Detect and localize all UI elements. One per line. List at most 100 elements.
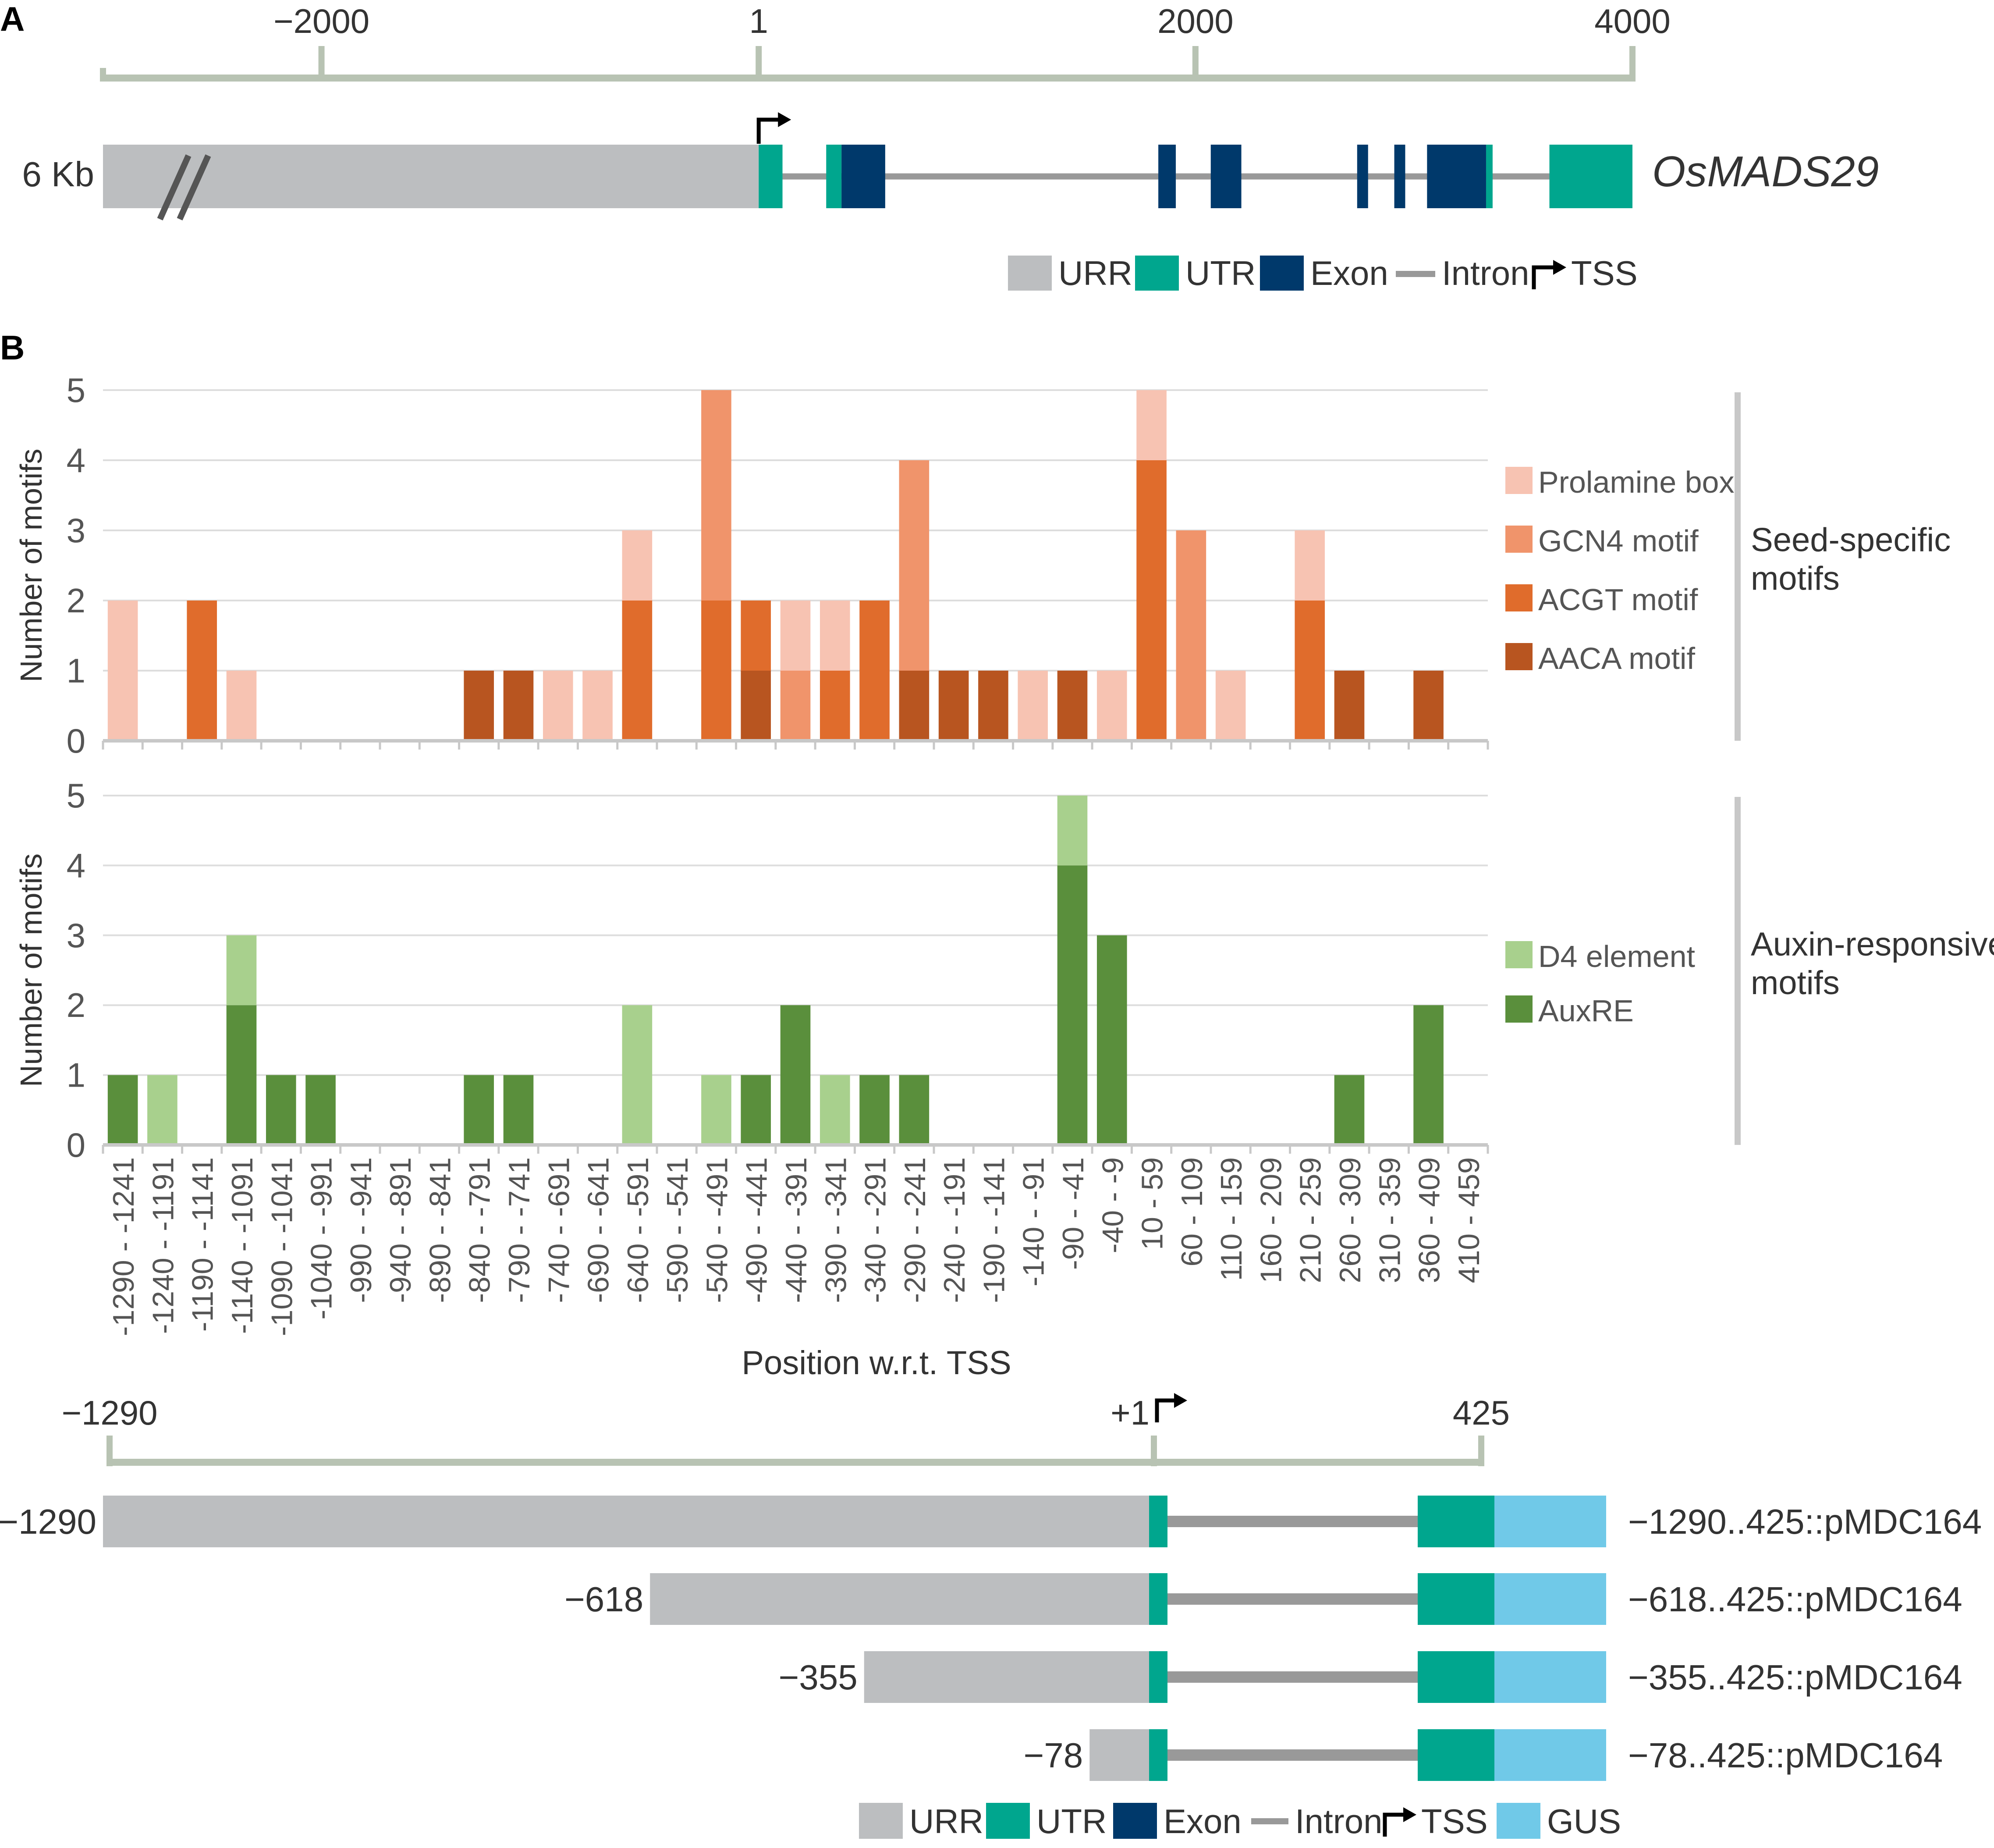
legend-label: TSS bbox=[1421, 1802, 1488, 1841]
x-tick-label: 310 - 359 bbox=[1373, 1157, 1406, 1283]
group-label: Auxin-responsive bbox=[1751, 926, 1994, 963]
urr-block bbox=[864, 1651, 1149, 1703]
x-tick-label: 360 - 409 bbox=[1413, 1157, 1446, 1283]
y-tick-label: 5 bbox=[67, 371, 85, 409]
bar-d4 bbox=[226, 935, 257, 1006]
x-tick-label: -590 - -541 bbox=[661, 1157, 694, 1303]
urr-block bbox=[103, 1496, 1149, 1547]
construct-name: −1290..425::pMDC164 bbox=[1628, 1502, 1982, 1541]
seed-specific-motif-chart: 0 1 2 3 4 5 Number of motifs Prolamine box GCN4 … bbox=[14, 371, 1951, 760]
bar-auxre bbox=[1057, 865, 1088, 1145]
x-tick-label: -40 - -9 bbox=[1096, 1157, 1129, 1253]
legend-label: TSS bbox=[1571, 254, 1638, 292]
urr-block bbox=[103, 145, 759, 208]
bar-prolamine bbox=[582, 671, 613, 741]
legend-label: Intron bbox=[1295, 1802, 1382, 1841]
y-tick-label: 0 bbox=[67, 1126, 85, 1164]
bar-acgt bbox=[701, 601, 731, 741]
y-tick-label: 1 bbox=[67, 1056, 85, 1095]
legend-swatch-auxre bbox=[1505, 995, 1533, 1023]
bar-auxre bbox=[899, 1075, 930, 1145]
bar-aaca bbox=[464, 671, 494, 741]
x-tick-label: -490 - -441 bbox=[740, 1157, 773, 1303]
legend-label: Exon bbox=[1310, 254, 1388, 292]
legend-swatch-exon bbox=[1113, 1803, 1157, 1839]
utr-block bbox=[1149, 1573, 1167, 1625]
legend-label: URR bbox=[1058, 254, 1132, 292]
y-tick-label: 5 bbox=[67, 776, 85, 815]
gene-name: OsMADS29 bbox=[1652, 147, 1879, 195]
bar-auxre bbox=[266, 1075, 296, 1145]
exon-block bbox=[1357, 145, 1368, 208]
x-tick-label: 10 - 59 bbox=[1136, 1157, 1169, 1250]
x-tick-label: -390 - -341 bbox=[819, 1157, 852, 1303]
x-tick-label: -840 - -791 bbox=[463, 1157, 497, 1303]
bar-acgt bbox=[859, 601, 890, 741]
utr-block bbox=[759, 145, 783, 208]
utr-block bbox=[1149, 1496, 1167, 1547]
bar-auxre bbox=[226, 1005, 257, 1145]
group-label: motifs bbox=[1751, 560, 1840, 597]
legend-label: AuxRE bbox=[1538, 994, 1634, 1028]
x-tick-label: -890 - -841 bbox=[423, 1157, 457, 1303]
bar-acgt bbox=[820, 671, 850, 741]
x-tick-label: 60 - 109 bbox=[1175, 1157, 1209, 1267]
utr-block bbox=[1486, 145, 1493, 208]
legend-label: GCN4 motif bbox=[1538, 524, 1699, 558]
gene-position-axis: −2000 1 2000 4000 bbox=[100, 2, 1671, 82]
position-axis-labels: -1290 - -1241 -1240 - -1191 -1190 - -1141-… bbox=[107, 1157, 1486, 1336]
x-tick-label: -1190 - -1141 bbox=[186, 1157, 220, 1332]
construct-name: −618..425::pMDC164 bbox=[1628, 1580, 1962, 1619]
construct-start-label: −618 bbox=[564, 1580, 643, 1619]
axis-tick-label: −2000 bbox=[273, 2, 369, 40]
bar-aaca bbox=[1334, 671, 1365, 741]
legend-swatch-gcn4 bbox=[1505, 526, 1533, 553]
x-tick-label: -240 - -191 bbox=[938, 1157, 971, 1303]
utr-block bbox=[1418, 1573, 1494, 1625]
construct-name: −355..425::pMDC164 bbox=[1628, 1658, 1962, 1697]
tss-arrow-stem bbox=[1155, 1398, 1176, 1422]
utr-block bbox=[1549, 145, 1632, 208]
bar-auxre bbox=[1096, 935, 1127, 1145]
construct-position-axis: −1290 +1 425 bbox=[61, 1393, 1510, 1466]
bar-auxre bbox=[780, 1005, 811, 1145]
bar-acgt bbox=[1136, 460, 1167, 741]
x-tick-label: -190 - -141 bbox=[977, 1157, 1011, 1303]
group-label: Seed-specific bbox=[1751, 522, 1951, 559]
axis-break-icon bbox=[157, 154, 211, 220]
promoter-construct-panel: −1290 +1 425 −1290 −1290..425::pMDC164−618−… bbox=[0, 1393, 1982, 1841]
exon-block bbox=[841, 145, 885, 208]
gus-block bbox=[1494, 1573, 1606, 1625]
panel-label-a: A bbox=[0, 0, 25, 38]
x-tick-label: -140 - -91 bbox=[1017, 1157, 1050, 1286]
legend-label: GUS bbox=[1547, 1802, 1621, 1841]
construct-start-label: −78 bbox=[1024, 1736, 1083, 1775]
bar-prolamine bbox=[1295, 530, 1325, 601]
axis-tick-label: 1 bbox=[749, 2, 768, 40]
tss-arrow-head bbox=[778, 112, 791, 127]
bar-prolamine bbox=[543, 671, 573, 741]
legend-label: AACA motif bbox=[1538, 641, 1695, 675]
bar-aaca bbox=[503, 671, 534, 741]
bar-auxre bbox=[107, 1075, 138, 1145]
x-tick-label: -440 - -391 bbox=[780, 1157, 813, 1303]
legend-label: D4 element bbox=[1538, 939, 1695, 974]
bar-prolamine bbox=[820, 601, 850, 671]
bar-auxre bbox=[503, 1075, 534, 1145]
urr-block bbox=[650, 1573, 1149, 1625]
x-tick-label: -90 - -41 bbox=[1057, 1157, 1090, 1270]
legend-swatch-acgt bbox=[1505, 584, 1533, 611]
gene-model-panel: A −2000 1 2000 4000 6 Kb OsMADS29 URR UTR Exo… bbox=[0, 0, 1879, 292]
construct-start-label: −355 bbox=[779, 1658, 858, 1697]
x-tick-label: -340 - -291 bbox=[859, 1157, 892, 1303]
tss-legend-icon bbox=[1383, 1807, 1416, 1837]
bar-prolamine bbox=[780, 601, 811, 671]
axis-tick-label: +1 bbox=[1111, 1393, 1150, 1432]
utr-block bbox=[1418, 1729, 1494, 1781]
construct-start-label: −1290 bbox=[0, 1502, 96, 1541]
construct-list: −1290 −1290..425::pMDC164−618 −618..425::p… bbox=[0, 1496, 1982, 1781]
legend-swatch-utr bbox=[986, 1803, 1030, 1839]
tss-arrow-icon bbox=[756, 112, 791, 144]
tss-arrow-stem bbox=[1532, 265, 1555, 289]
bar-aaca bbox=[978, 671, 1008, 741]
